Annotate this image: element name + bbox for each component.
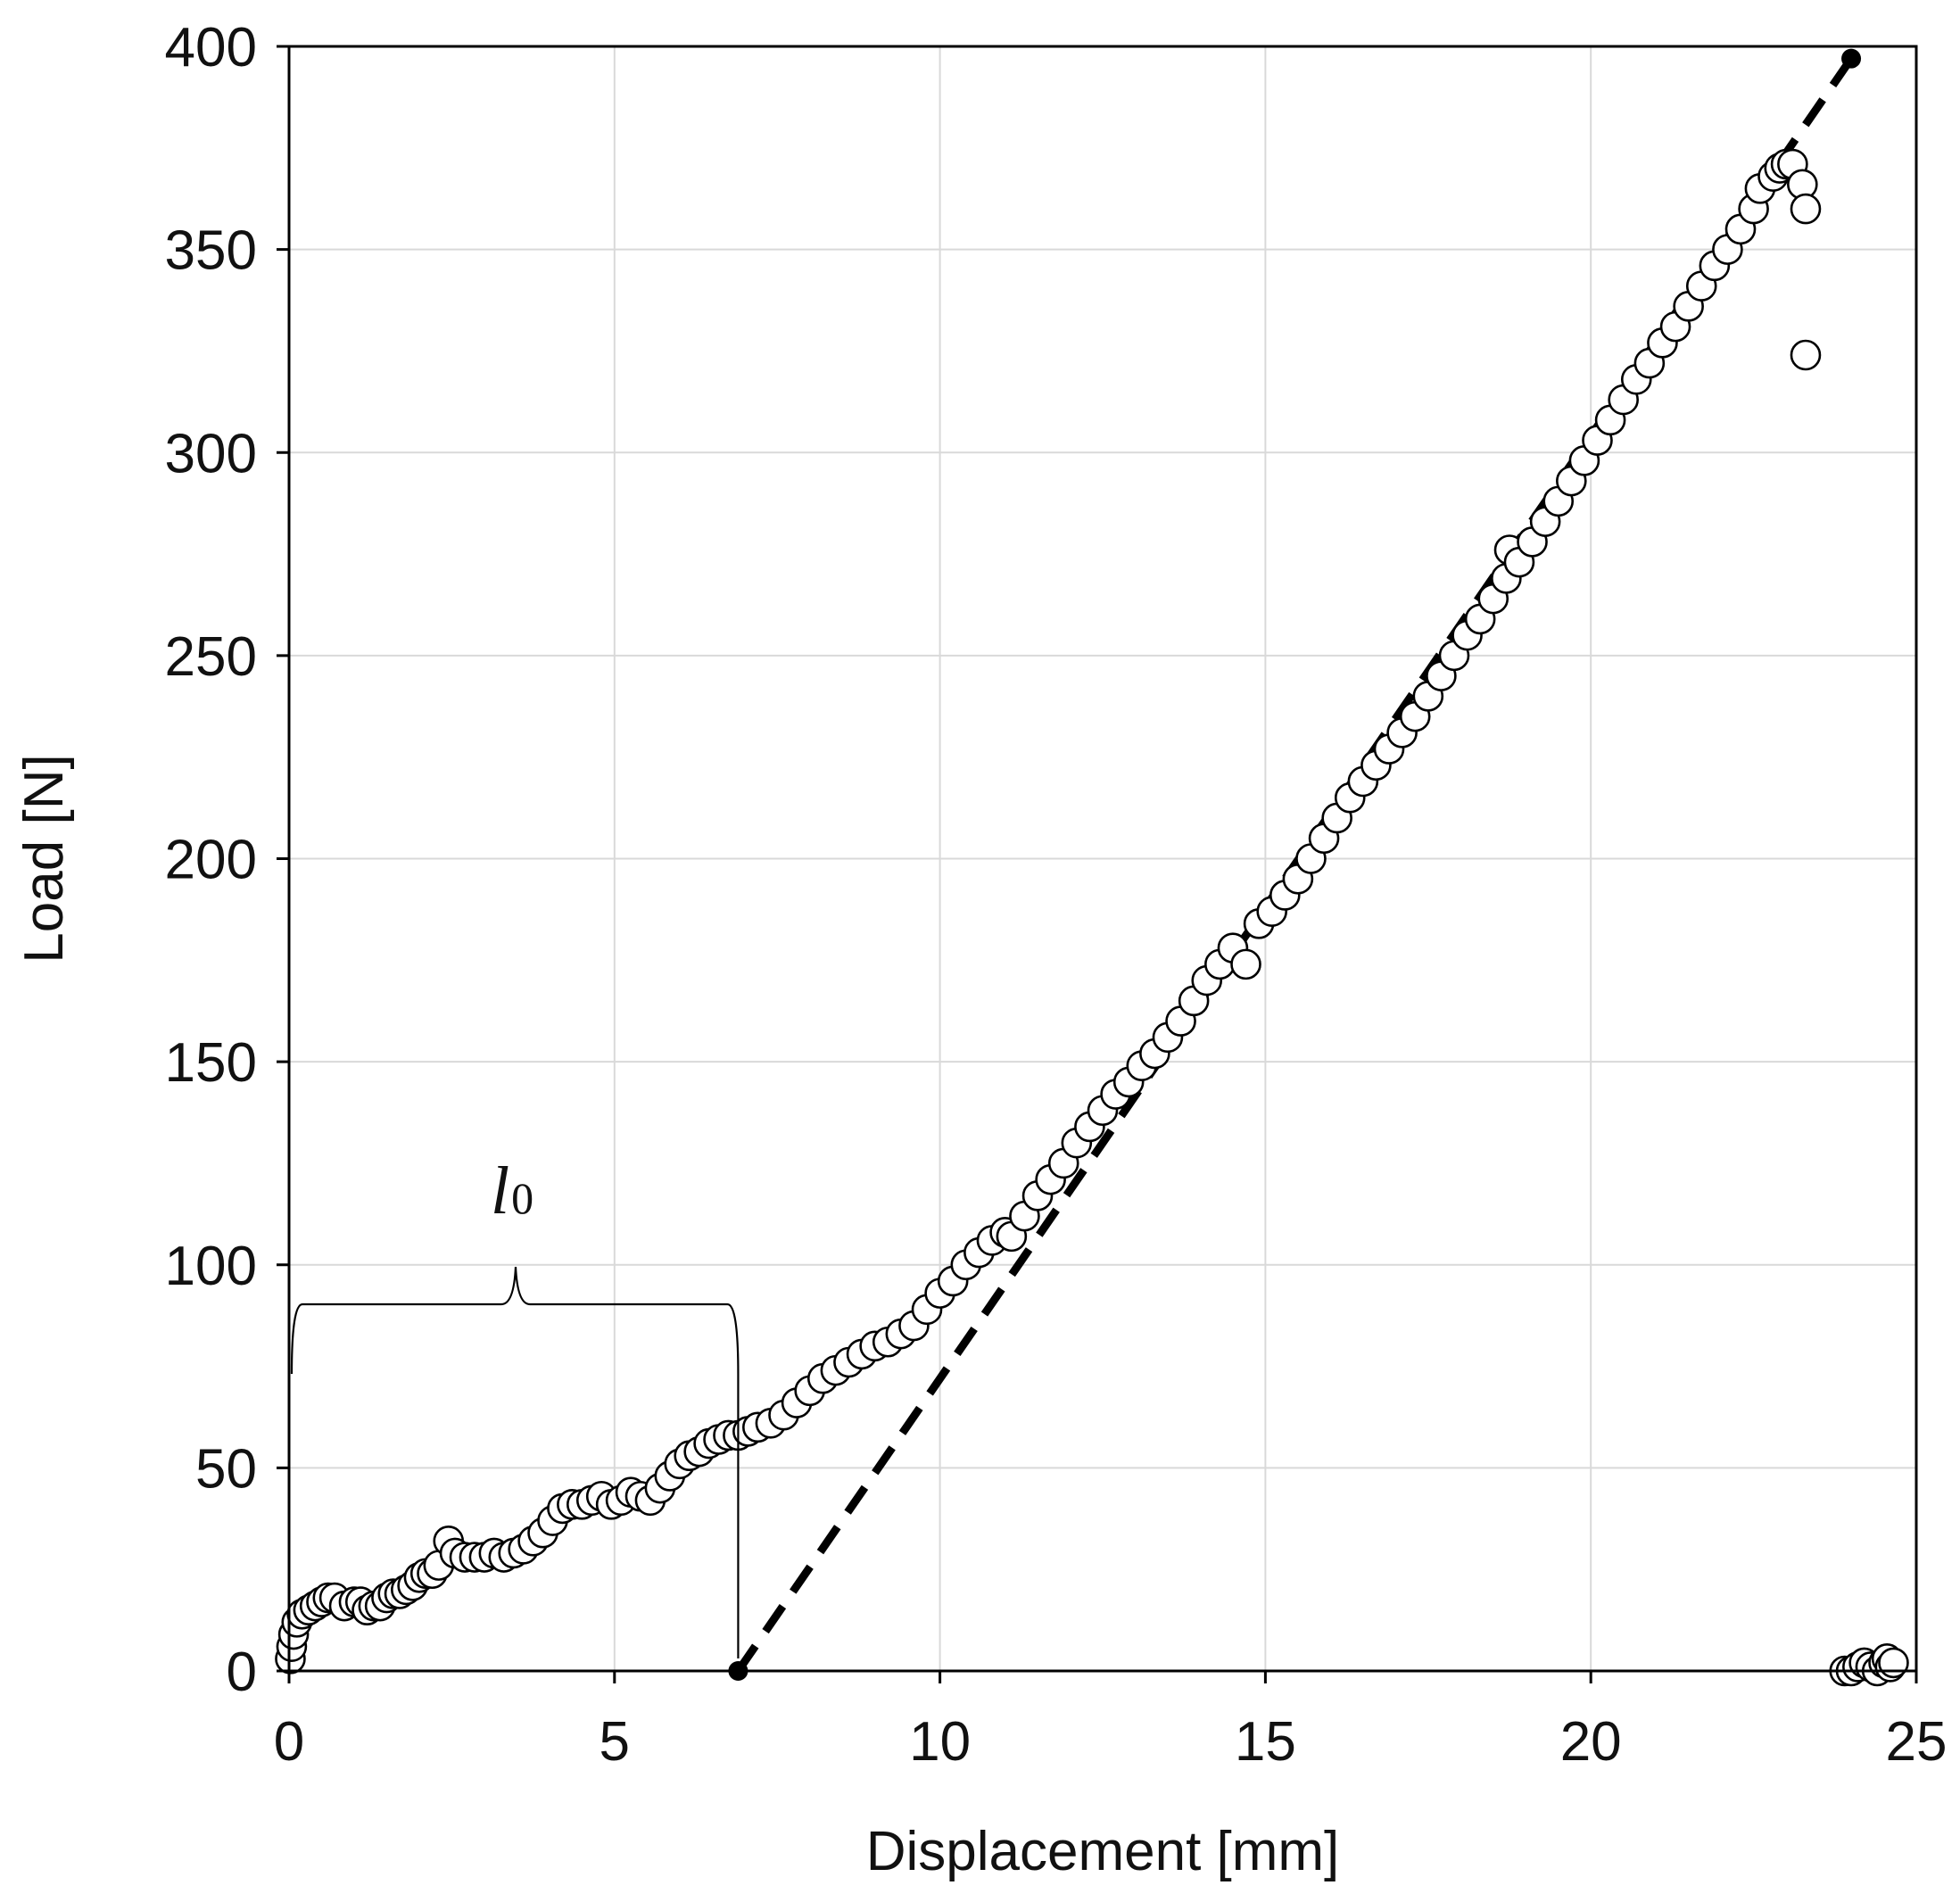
- l0-label-subscript: 0: [511, 1173, 533, 1223]
- x-axis-title: Displacement [mm]: [866, 1821, 1340, 1882]
- x-tick-label: 5: [600, 1711, 630, 1773]
- y-tick-label: 100: [165, 1236, 257, 1297]
- y-tick-label: 350: [165, 220, 257, 282]
- l0-label-main: l: [491, 1154, 509, 1228]
- data-point: [1230, 948, 1261, 980]
- y-tick-label: 150: [165, 1032, 257, 1094]
- x-tick-label: 25: [1886, 1711, 1948, 1773]
- data-point: [1790, 339, 1822, 371]
- y-tick-label: 300: [165, 423, 257, 484]
- y-tick-label: 250: [165, 626, 257, 688]
- l0-label: l0: [491, 1154, 533, 1228]
- x-tick-label: 15: [1235, 1711, 1296, 1773]
- data-point: [1790, 193, 1822, 225]
- y-tick-label: 400: [165, 17, 257, 79]
- x-tick-label: 20: [1560, 1711, 1622, 1773]
- x-tick-label: 0: [274, 1711, 304, 1773]
- x-tick-label: 10: [909, 1711, 971, 1773]
- data-points: [275, 148, 1909, 1687]
- fit-line-end-dot: [1841, 48, 1862, 69]
- y-axis-title: Load [N]: [13, 754, 75, 963]
- grid-lines: [289, 46, 1916, 1671]
- y-tick-label: 50: [195, 1438, 257, 1500]
- l0-annotation: l0: [290, 1154, 740, 1658]
- y-tick-label: 200: [165, 830, 257, 891]
- data-point: [1878, 1647, 1909, 1679]
- y-tick-label: 0: [227, 1642, 257, 1703]
- l0-brace: [290, 1266, 740, 1658]
